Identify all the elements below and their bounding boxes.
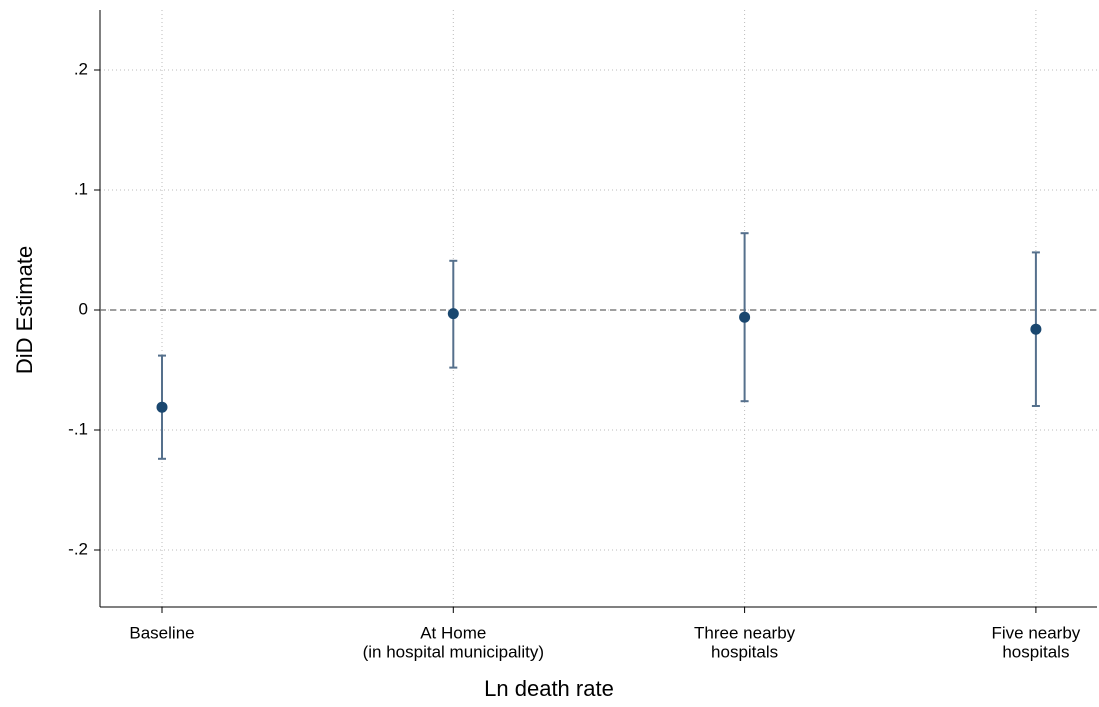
point	[739, 311, 751, 323]
x-axis-title: Ln death rate	[484, 676, 614, 701]
x-tick-label: hospitals	[711, 642, 778, 661]
x-tick-label: (in hospital municipality)	[363, 642, 544, 661]
y-tick-label: 0	[79, 299, 88, 318]
x-tick-label: hospitals	[1002, 642, 1069, 661]
y-tick-label: -.2	[68, 539, 88, 558]
x-tick-label: Three nearby	[694, 623, 796, 642]
point	[1030, 323, 1042, 335]
y-axis-title: DiD Estimate	[12, 246, 37, 374]
y-tick-label: -.1	[68, 419, 88, 438]
x-tick-label: Baseline	[129, 623, 194, 642]
x-tick-label: At Home	[420, 623, 486, 642]
point	[156, 401, 168, 413]
point	[447, 308, 459, 320]
y-tick-label: .1	[74, 179, 88, 198]
y-tick-label: .2	[74, 59, 88, 78]
x-tick-label: Five nearby	[991, 623, 1080, 642]
